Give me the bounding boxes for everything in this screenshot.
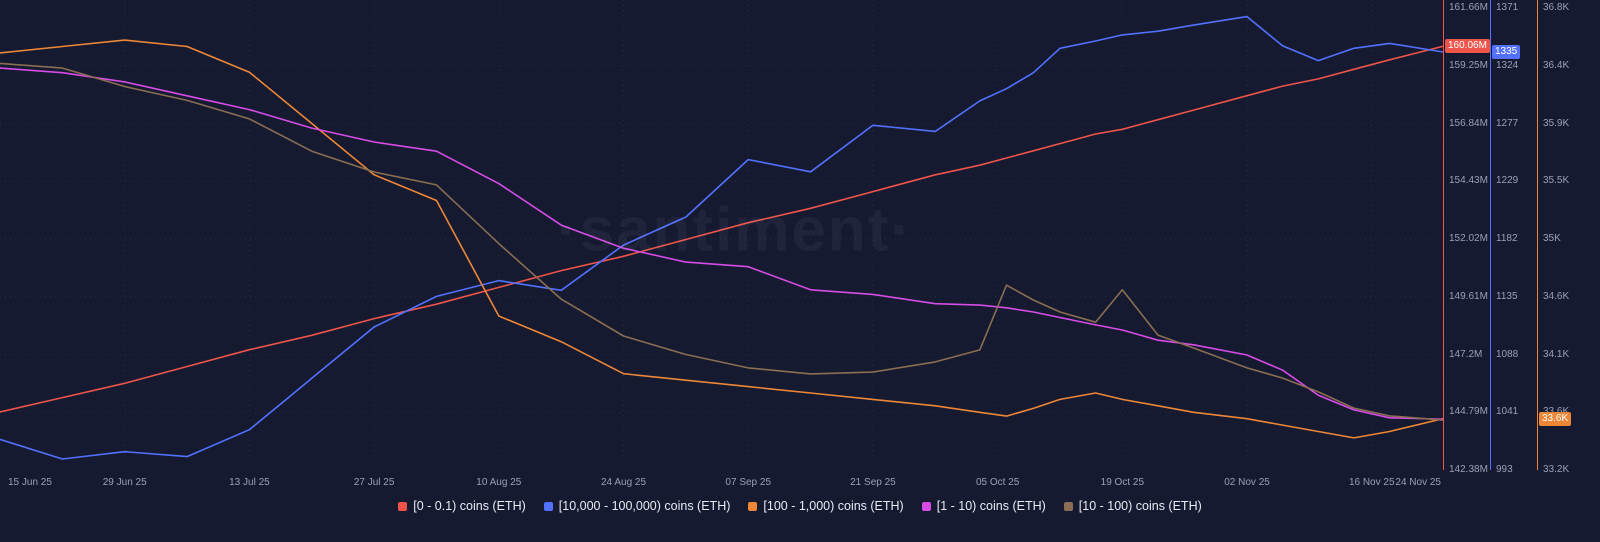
x-tick-label: 07 Sep 25 <box>725 477 772 488</box>
x-tick-label: 16 Nov 25 <box>1348 477 1395 488</box>
y-tick-label: 144.79M <box>1449 406 1488 418</box>
current-value-badge: 1335 <box>1492 45 1521 59</box>
legend-swatch-icon <box>1063 501 1073 511</box>
y-tick-label: 35.5K <box>1543 175 1570 187</box>
x-tick-label: 15 Jun 25 <box>8 477 52 488</box>
legend-item[interactable]: [10,000 - 100,000) coins (ETH) <box>543 499 731 513</box>
x-tick-label: 19 Oct 25 <box>1100 477 1145 488</box>
legend-item[interactable]: [100 - 1,000) coins (ETH) <box>748 499 904 513</box>
y-tick-label: 34.6K <box>1543 290 1570 302</box>
y-tick-label: 35.9K <box>1543 117 1570 129</box>
x-tick-label: 21 Sep 25 <box>850 477 896 488</box>
y-tick-label: 34.1K <box>1543 348 1570 360</box>
x-tick-label: 24 Aug 25 <box>600 477 647 488</box>
y-tick-label: 1277 <box>1496 117 1519 129</box>
x-tick-label: 27 Jul 25 <box>353 477 395 488</box>
x-tick-label: 02 Nov 25 <box>1224 477 1270 488</box>
y-tick-label: 1324 <box>1496 59 1519 71</box>
y-tick-label: 147.2M <box>1449 348 1483 360</box>
y-tick-label: 1371 <box>1496 2 1519 13</box>
legend-swatch-icon <box>921 501 931 511</box>
legend-swatch-icon <box>398 501 408 511</box>
legend-label: [100 - 1,000) coins (ETH) <box>763 499 904 513</box>
x-tick-label: 05 Oct 25 <box>975 477 1020 488</box>
plot-area[interactable]: ·santiment· <box>0 0 1443 470</box>
y-tick-label: 993 <box>1496 464 1513 475</box>
x-tick-label: 10 Aug 25 <box>476 477 522 488</box>
y-axis-supply_m: 161.66M 159.25M 156.84M 154.43M 152.02M 149.6… <box>1443 0 1491 475</box>
series-line-2 <box>0 39 1443 439</box>
legend-swatch-icon <box>543 501 553 511</box>
y-tick-label: 154.43M <box>1449 175 1488 187</box>
x-tick-label: 24 Nov 25 <box>1395 477 1441 488</box>
current-value-badge: 160.06M <box>1445 39 1490 54</box>
legend-label: [1 - 10) coins (ETH) <box>936 499 1046 513</box>
y-tick-label: 33.2K <box>1543 464 1570 475</box>
legend-item[interactable]: [10 - 100) coins (ETH) <box>1063 499 1202 513</box>
series-line-4 <box>0 62 1443 421</box>
legend-label: [10,000 - 100,000) coins (ETH) <box>558 499 731 513</box>
y-tick-label: 156.84M <box>1449 117 1488 129</box>
legend: [0 - 0.1) coins (ETH) [10,000 - 100,000) … <box>0 499 1600 513</box>
legend-label: [10 - 100) coins (ETH) <box>1078 499 1202 513</box>
y-axis-addresses: 1371 1324 1277 1229 1182 1135 1088 1041 993 1335 <box>1490 0 1538 475</box>
legend-item[interactable]: [1 - 10) coins (ETH) <box>921 499 1046 513</box>
y-tick-label: 149.61M <box>1449 290 1488 302</box>
y-tick-label: 1135 <box>1496 290 1518 302</box>
legend-item[interactable]: [0 - 0.1) coins (ETH) <box>398 499 526 513</box>
x-axis: 15 Jun 25 29 Jun 25 13 Jul 25 27 Jul 25 10 A… <box>0 470 1443 492</box>
chart-canvas <box>0 0 1443 470</box>
series-line-0 <box>0 45 1443 413</box>
y-tick-label: 159.25M <box>1449 59 1488 71</box>
y-tick-label: 1229 <box>1496 175 1519 187</box>
y-tick-label: 161.66M <box>1449 2 1488 13</box>
y-tick-label: 152.02M <box>1449 233 1488 244</box>
x-tick-label: 29 Jun 25 <box>102 477 147 488</box>
x-tick-label: 13 Jul 25 <box>229 477 270 488</box>
y-axis-supply_k: 36.8K 36.4K 35.9K 35.5K 35K 34.6K 34.1K 33.6K 33… <box>1537 0 1600 475</box>
legend-label: [0 - 0.1) coins (ETH) <box>413 499 526 513</box>
y-tick-label: 1088 <box>1496 348 1519 360</box>
y-tick-label: 36.8K <box>1543 2 1570 13</box>
series-line-1 <box>0 15 1443 460</box>
legend-swatch-icon <box>748 501 758 511</box>
series-line-3 <box>0 67 1443 421</box>
y-tick-label: 35K <box>1543 233 1561 244</box>
y-tick-label: 1182 <box>1496 233 1518 244</box>
y-tick-label: 142.38M <box>1449 464 1488 475</box>
y-tick-label: 1041 <box>1496 406 1519 418</box>
y-tick-label: 36.4K <box>1543 59 1570 71</box>
current-value-badge: 33.6K <box>1539 411 1572 426</box>
